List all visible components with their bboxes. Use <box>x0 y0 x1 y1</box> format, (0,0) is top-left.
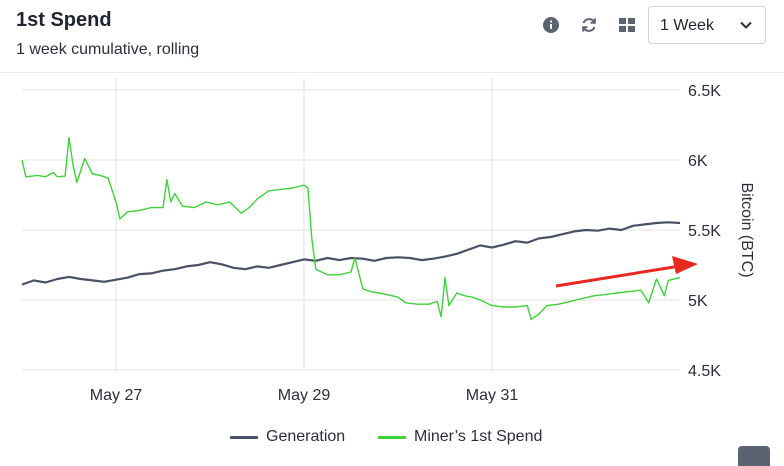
chevron-down-icon <box>739 18 753 37</box>
x-tick-label: May 27 <box>90 387 143 404</box>
legend-label-generation: Generation <box>266 428 346 445</box>
y-tick-label: 5.5K <box>688 223 721 240</box>
line-chart: 4.5K 5K 5.5K 6K 6.5K May 27 May 29 May 31 Bitcoi… <box>21 78 755 404</box>
y-tick-label: 6K <box>688 153 708 170</box>
scroll-to-top-button[interactable] <box>738 446 770 466</box>
page-title: 1st Spend <box>16 9 112 31</box>
info-icon[interactable] <box>540 14 562 36</box>
x-tick-label: May 29 <box>278 387 331 404</box>
legend-swatch-generation <box>230 435 258 439</box>
legend-swatch-miners-1st-spend <box>378 435 406 439</box>
y-tick-label: 6.5K <box>688 83 721 100</box>
chart-legend: Generation Miner’s 1st Spend <box>0 428 784 450</box>
page-subtitle: 1 week cumulative, rolling <box>16 41 200 58</box>
legend-item-generation[interactable]: Generation <box>230 428 345 446</box>
y-tick-label: 4.5K <box>688 363 721 380</box>
refresh-icon[interactable] <box>578 14 600 36</box>
y-axis-title: Bitcoin (BTC) <box>738 182 755 277</box>
annotation-arrow-head <box>672 256 698 274</box>
period-select[interactable]: 1 Week <box>648 6 766 44</box>
legend-label-miners-1st-spend: Miner’s 1st Spend <box>414 428 543 445</box>
grid-icon[interactable] <box>616 14 638 36</box>
period-select-value: 1 Week <box>660 17 714 34</box>
y-tick-label: 5K <box>688 293 708 310</box>
annotation-arrow-shaft <box>555 264 681 288</box>
legend-item-miners-1st-spend[interactable]: Miner’s 1st Spend <box>378 428 542 446</box>
series-line-miners-1st-spend <box>21 136 681 321</box>
chart-header: 1st Spend 1 week cumulative, rolling 1 W… <box>0 0 784 73</box>
x-tick-label: May 31 <box>466 387 519 404</box>
series-line-generation <box>21 221 681 286</box>
